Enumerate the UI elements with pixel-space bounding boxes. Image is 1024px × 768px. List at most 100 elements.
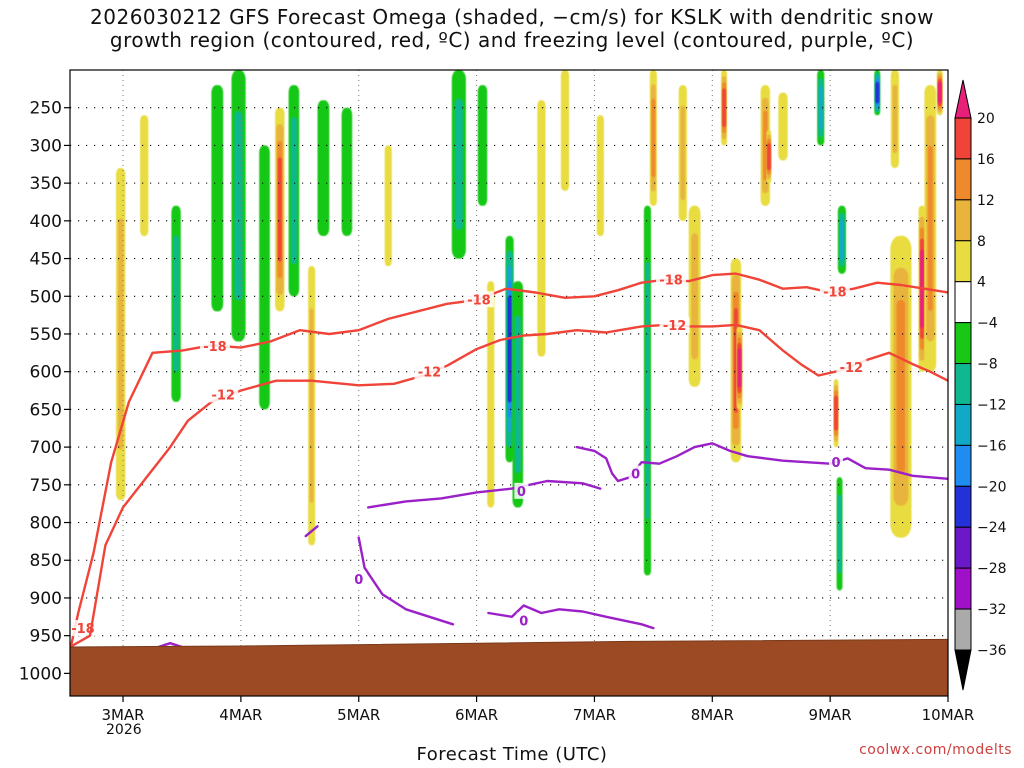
omega-cell-33-1	[837, 494, 842, 574]
omega-cell-30-2	[818, 86, 823, 130]
y-tick-label-550: 550	[30, 325, 62, 345]
omega-cell-6-3	[277, 157, 282, 262]
omega-cell-27-2	[763, 110, 768, 181]
watermark: coolwx.com/modelts	[859, 742, 1012, 758]
omega-cell-24-3	[722, 88, 727, 127]
isotherm-label-bg-6-0	[628, 465, 643, 482]
colorbar-label-4: 4	[977, 275, 986, 291]
colorbar-block-11	[954, 526, 972, 569]
omega-cell-14-0	[487, 281, 495, 508]
omega-cell-32-3	[834, 395, 838, 431]
colorbar: 20 16 12 8 4 −4 −8 −12 −16 −20 −24 −28 −32 −36	[954, 79, 1007, 691]
colorbar-block-8	[954, 403, 972, 446]
title-line-1: 2026030212 GFS Forecast Omega (shaded, −…	[90, 5, 934, 29]
isotherm-label-bg-6-1	[829, 454, 844, 471]
y-tick-label-950: 950	[30, 627, 62, 647]
isotherm-0	[70, 272, 948, 652]
colorbar-block-4	[954, 240, 972, 283]
omega-cell-11-0	[384, 145, 392, 267]
x-axis-label: Forecast Time (UTC)	[416, 744, 608, 765]
x-tick-label-5MAR: 5MAR	[337, 706, 380, 724]
y-tick-label-400: 400	[30, 212, 62, 232]
y-tick-label-1000: 1000	[19, 664, 62, 684]
isotherm-7	[157, 642, 184, 649]
colorbar-top-cap	[954, 79, 972, 119]
omega-cell-29-0	[778, 92, 788, 161]
omega-cell-4-1	[234, 111, 243, 301]
isotherm-label-bg-1-1	[414, 363, 445, 380]
ground-surface	[69, 638, 949, 697]
isotherm-label-0-1: -18	[203, 340, 227, 355]
isotherm-label-bg-1-2	[659, 316, 690, 333]
colorbar-label-10: −24	[977, 520, 1007, 536]
colorbar-label-5: −4	[977, 316, 998, 332]
isotherm-label-bg-0-1	[199, 338, 230, 355]
isotherm-label-bg-4-0	[351, 571, 366, 588]
omega-cell-2-1	[173, 235, 179, 372]
colorbar-label-12: −32	[977, 602, 1007, 618]
omega-cell-36-2	[896, 299, 906, 474]
omega-cell-38-4	[937, 82, 942, 104]
y-tick-label-350: 350	[30, 174, 62, 194]
y-tick-label-500: 500	[30, 287, 62, 307]
omega-cell-7-1	[290, 117, 297, 265]
isotherm-5	[487, 604, 655, 630]
colorbar-label-0: 20	[977, 111, 995, 127]
colorbar-label-8: −16	[977, 438, 1007, 454]
isotherm-label-bg-0-2	[463, 291, 494, 308]
omega-cell-8-1	[309, 308, 314, 503]
isotherm-label-0-2: -18	[467, 293, 491, 308]
omega-cell-31-2	[839, 220, 844, 260]
isotherm-label-1-3: -12	[840, 361, 864, 376]
y-tick-label-300: 300	[30, 136, 62, 156]
colorbar-label-13: −36	[977, 643, 1007, 659]
omega-cell-12-1	[454, 98, 463, 230]
isotherm-label-bg-3-0	[514, 482, 529, 499]
omega-cell-15-4	[507, 295, 512, 403]
colorbar-block-13	[954, 608, 972, 651]
omega-cell-0-1	[118, 218, 124, 450]
colorbar-label-11: −28	[977, 561, 1007, 577]
colorbar-block-5	[954, 281, 972, 324]
isotherm-label-1-2: -12	[663, 319, 687, 334]
omega-cell-28-3	[766, 143, 771, 171]
y-tick-label-250: 250	[30, 99, 62, 119]
isotherm-2	[304, 525, 319, 538]
isotherm-contours: -18 -18 -18 -18 -18 -12 -12 -12 -12 0 0 0 0 0	[70, 271, 948, 652]
omega-cell-3-0	[211, 85, 224, 312]
isotherm-label-1-1: -12	[418, 366, 442, 381]
x-tick-label-9MAR: 9MAR	[809, 706, 852, 724]
omega-cell-1-0	[140, 115, 149, 236]
y-axis: 250 300 350 400 450 500 550 600 650 700 750 800 850 9…	[19, 99, 70, 684]
x-tick-label-6MAR: 6MAR	[455, 706, 498, 724]
isotherm-label-5-0: 0	[519, 615, 528, 630]
omega-cell-39-2	[928, 145, 933, 311]
y-tick-label-800: 800	[30, 514, 62, 534]
omega-cell-19-0	[596, 115, 604, 236]
x-tick-year: 2026	[106, 722, 142, 738]
omega-cell-5-0	[259, 145, 270, 410]
colorbar-block-6	[954, 322, 972, 365]
colorbar-block-2	[954, 158, 972, 201]
x-tick-label-3MAR: 3MAR	[101, 706, 144, 724]
omega-cell-20-1	[645, 262, 650, 520]
isotherm-label-bg-1-0	[208, 386, 239, 403]
isotherm-label-3-0: 0	[517, 485, 526, 500]
colorbar-block-1	[954, 117, 972, 160]
omega-cell-34-4	[875, 82, 880, 104]
omega-cell-17-0	[537, 100, 546, 357]
isotherm-3	[367, 479, 602, 509]
omega-cell-13-0	[477, 85, 488, 206]
colorbar-block-3	[954, 199, 972, 242]
colorbar-label-6: −8	[977, 357, 998, 373]
omega-cell-9-0	[317, 100, 330, 236]
isotherm-4	[357, 536, 455, 626]
x-tick-label-8MAR: 8MAR	[691, 706, 734, 724]
colorbar-label-3: 8	[977, 234, 986, 250]
colorbar-label-7: −12	[977, 397, 1007, 413]
y-tick-label-750: 750	[30, 476, 62, 496]
colorbar-block-12	[954, 567, 972, 610]
isotherm-label-bg-0-4	[819, 283, 850, 300]
omega-cell-21-2	[651, 98, 656, 177]
omega-cell-16-1	[514, 315, 521, 473]
